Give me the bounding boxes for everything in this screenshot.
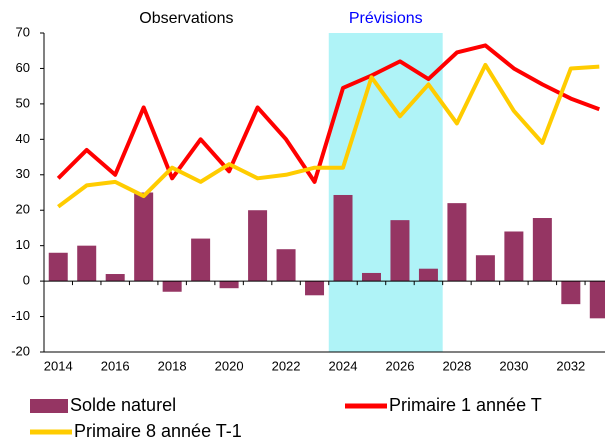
bar bbox=[418, 268, 438, 282]
x-tick-label: 2024 bbox=[329, 358, 358, 373]
bar bbox=[504, 231, 524, 282]
bar bbox=[248, 210, 268, 282]
x-tick-label: 2014 bbox=[44, 358, 73, 373]
bar bbox=[561, 281, 581, 305]
bar bbox=[219, 281, 239, 289]
bar bbox=[390, 220, 410, 282]
y-tick-label: 0 bbox=[23, 273, 30, 288]
legend-swatch bbox=[30, 399, 68, 413]
x-tick-label: 2028 bbox=[442, 358, 471, 373]
annotation: Observations bbox=[139, 10, 233, 27]
x-tick-label: 2018 bbox=[158, 358, 187, 373]
bar bbox=[361, 272, 381, 282]
y-tick-label: 10 bbox=[16, 237, 30, 252]
bar bbox=[77, 245, 97, 282]
bar bbox=[475, 255, 495, 282]
y-tick-label: 70 bbox=[16, 24, 30, 39]
bar bbox=[589, 281, 605, 319]
y-tick-label: 30 bbox=[16, 166, 30, 181]
bar bbox=[162, 281, 182, 292]
legend-label: Primaire 1 année T bbox=[389, 395, 542, 415]
bar bbox=[134, 192, 154, 282]
annotation: Prévisions bbox=[349, 10, 423, 27]
y-tick-label: 20 bbox=[16, 202, 30, 217]
x-tick-label: 2016 bbox=[101, 358, 130, 373]
bar bbox=[447, 203, 467, 282]
bar bbox=[333, 194, 353, 282]
bar bbox=[105, 274, 125, 282]
x-tick-label: 2030 bbox=[499, 358, 528, 373]
y-tick-label: 50 bbox=[16, 95, 30, 110]
bar bbox=[305, 281, 325, 296]
y-tick-label: 60 bbox=[16, 60, 30, 75]
x-tick-label: 2020 bbox=[215, 358, 244, 373]
x-tick-label: 2026 bbox=[386, 358, 415, 373]
bar bbox=[191, 238, 211, 282]
x-tick-label: 2032 bbox=[556, 358, 585, 373]
bar bbox=[48, 252, 68, 282]
y-tick-label: 40 bbox=[16, 131, 30, 146]
bar bbox=[532, 218, 552, 282]
legend-label: Primaire 8 année T-1 bbox=[74, 421, 242, 441]
forecast-shade bbox=[328, 33, 443, 352]
y-tick-label: -10 bbox=[11, 308, 30, 323]
line bbox=[57, 62, 600, 209]
x-tick-label: 2022 bbox=[272, 358, 301, 373]
legend-label: Solde naturel bbox=[70, 395, 176, 415]
y-tick-label: -20 bbox=[11, 343, 30, 358]
line bbox=[56, 43, 601, 184]
bar bbox=[276, 249, 296, 282]
